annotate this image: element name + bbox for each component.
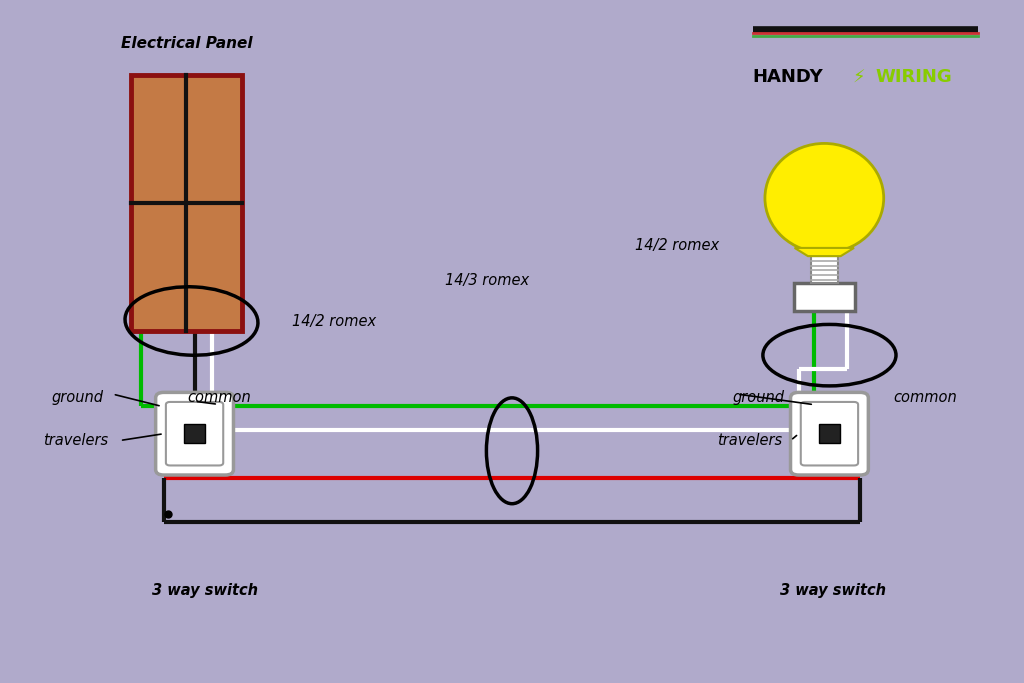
Text: ground: ground [51, 390, 103, 405]
Bar [811, 256, 838, 283]
Text: 14/2 romex: 14/2 romex [292, 313, 376, 329]
Text: 14/3 romex: 14/3 romex [445, 273, 529, 288]
Bar [794, 283, 855, 311]
Text: ⚡: ⚡ [853, 68, 865, 86]
Text: 3 way switch: 3 way switch [780, 583, 887, 598]
Text: HANDY: HANDY [753, 68, 823, 86]
Text: WIRING: WIRING [876, 68, 952, 86]
FancyBboxPatch shape [156, 392, 233, 475]
Text: travelers: travelers [43, 433, 109, 448]
FancyBboxPatch shape [166, 402, 223, 466]
Ellipse shape [765, 143, 884, 253]
Text: travelers: travelers [717, 433, 782, 448]
Text: common: common [187, 390, 251, 405]
Text: 14/2 romex: 14/2 romex [635, 238, 719, 253]
Text: 3 way switch: 3 way switch [152, 583, 258, 598]
Text: common: common [893, 390, 956, 405]
Bar [184, 424, 205, 443]
Polygon shape [795, 248, 854, 256]
Text: ground: ground [732, 390, 784, 405]
Bar [819, 424, 840, 443]
FancyBboxPatch shape [791, 392, 868, 475]
FancyBboxPatch shape [801, 402, 858, 466]
Text: Electrical Panel: Electrical Panel [121, 36, 252, 51]
Bar [131, 75, 242, 331]
